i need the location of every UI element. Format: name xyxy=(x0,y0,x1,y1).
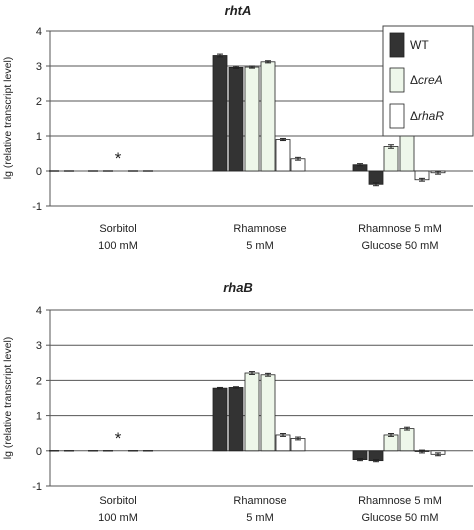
bar xyxy=(260,374,276,452)
y-tick-label: 3 xyxy=(36,340,42,352)
y-tick-label: 0 xyxy=(36,166,42,178)
legend-label-crea: ΔcreA xyxy=(410,73,443,87)
bar xyxy=(228,387,244,452)
bar xyxy=(368,170,384,185)
significance-annotation: * xyxy=(115,429,122,448)
legend-swatch-crea xyxy=(389,67,405,93)
category-label-line2: 5 mM xyxy=(246,240,274,252)
category-label-line2: 100 mM xyxy=(98,240,138,252)
y-tick-label: -1 xyxy=(32,201,42,213)
bar xyxy=(260,61,276,172)
bar xyxy=(275,139,291,172)
legend-swatch-wt xyxy=(389,32,405,58)
bar xyxy=(383,434,399,452)
legend-swatch-rhar xyxy=(389,103,405,129)
y-tick-label: 3 xyxy=(36,61,42,73)
legend-delta: Δ xyxy=(410,73,418,87)
y-tick-label: 4 xyxy=(36,305,42,317)
bar xyxy=(244,66,260,172)
bar xyxy=(275,434,291,452)
category-labels: Sorbitol 100 mM Rhamnose 5 mM Rhamnose 5… xyxy=(98,495,442,524)
category-label-line2: 5 mM xyxy=(246,512,274,524)
chart-title: rhtA xyxy=(225,3,252,18)
category-label-line2: 100 mM xyxy=(98,512,138,524)
significance-annotation: * xyxy=(115,149,122,168)
legend: WT ΔcreA ΔrhaR xyxy=(382,25,474,137)
y-tick-label: 1 xyxy=(36,411,42,423)
category-label-line1: Rhamnose xyxy=(233,495,286,507)
y-tick-label: 2 xyxy=(36,96,42,108)
bar xyxy=(244,372,260,452)
bar xyxy=(228,67,244,172)
y-tick-labels: -1 0 1 2 3 4 xyxy=(32,26,42,213)
legend-label-wt: WT xyxy=(410,38,429,52)
gridlines xyxy=(46,309,473,487)
y-tick-labels: -1 0 1 2 3 4 xyxy=(32,305,42,493)
category-labels: Sorbitol 100 mM Rhamnose 5 mM Rhamnose 5… xyxy=(98,223,442,252)
chart-panel-rhab: rhaB lg (relative transcript level) -1 0 1… xyxy=(2,280,473,524)
legend-delta: Δ xyxy=(410,109,418,123)
bar xyxy=(212,387,228,452)
legend-gene: creA xyxy=(418,73,443,87)
bar xyxy=(212,55,228,172)
category-label-line2: Glucose 50 mM xyxy=(361,240,438,252)
bars xyxy=(49,371,446,463)
category-label-line1: Sorbitol xyxy=(99,495,136,507)
bar xyxy=(383,146,399,172)
chart-panel-rhta: rhtA lg (relative transcript level) -1 0 1… xyxy=(2,3,474,252)
category-label-line1: Rhamnose 5 mM xyxy=(358,495,442,507)
category-label-line1: Sorbitol xyxy=(99,223,136,235)
category-label-line1: Rhamnose 5 mM xyxy=(358,223,442,235)
chart-title: rhaB xyxy=(223,280,253,295)
bar xyxy=(399,428,415,452)
category-label-line1: Rhamnose xyxy=(233,223,286,235)
legend-label-rhar: ΔrhaR xyxy=(410,109,444,123)
y-axis-label: lg (relative transcript level) xyxy=(2,57,14,180)
y-tick-label: -1 xyxy=(32,481,42,493)
legend-gene: rhaR xyxy=(418,109,444,123)
y-tick-label: 4 xyxy=(36,26,42,38)
y-axis-label: lg (relative transcript level) xyxy=(2,337,14,460)
y-tick-label: 1 xyxy=(36,131,42,143)
y-tick-label: 2 xyxy=(36,375,42,387)
y-tick-label: 0 xyxy=(36,446,42,458)
category-label-line2: Glucose 50 mM xyxy=(361,512,438,524)
